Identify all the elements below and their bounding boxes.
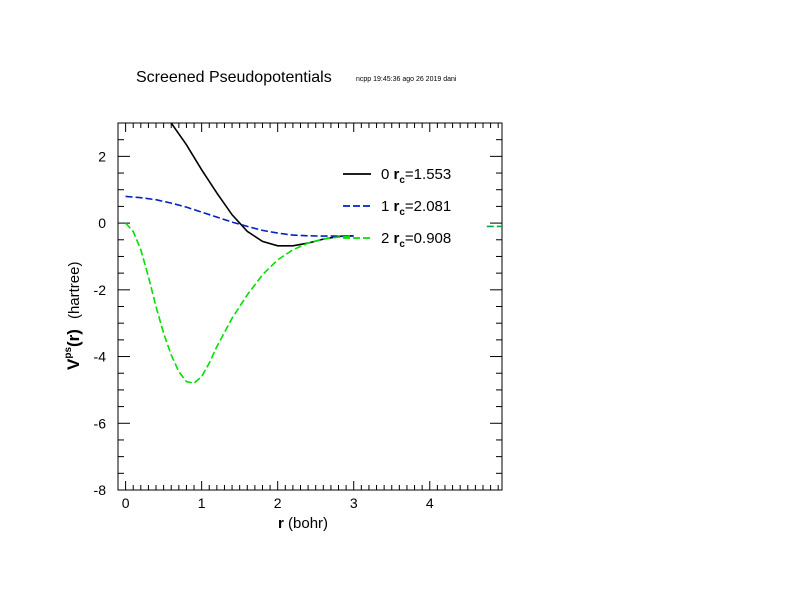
x-tick-label: 4 [426, 495, 434, 511]
y-axis: -8 -6 -4 -2 0 2 [94, 122, 502, 498]
chart-subtitle: ncpp 19:45:36 ago 26 2019 dani [356, 76, 457, 83]
x-axis: 0 1 2 3 4 [117, 123, 499, 511]
legend: 0 rc=1.553 1 rc=2.081 2 rc=0.908 [343, 166, 451, 250]
y-axis-label-base: V [64, 358, 83, 370]
y-tick-label: -8 [94, 482, 107, 498]
legend-label-0: 0 rc=1.553 [381, 166, 451, 186]
x-axis-label-var: r [278, 515, 284, 532]
x-tick-label: 3 [350, 495, 358, 511]
y-axis-label-unit: (hartree) [66, 262, 83, 320]
series-line-1 [125, 195, 354, 237]
chart-title: Screened Pseudopotentials [136, 69, 332, 86]
x-tick-label: 0 [122, 495, 130, 511]
legend-label-2: 2 rc=0.908 [381, 230, 451, 250]
y-tick-label: 2 [98, 148, 106, 164]
x-tick-label: 2 [274, 495, 282, 511]
y-tick-label: -4 [94, 349, 107, 365]
x-tick-label: 1 [198, 495, 206, 511]
series-line-2 [125, 222, 354, 385]
y-axis-label: Vps(r) (hartree) [63, 262, 83, 371]
series-line-0 [170, 123, 354, 247]
y-axis-label-sup: ps [63, 347, 74, 359]
legend-label-1: 1 rc=2.081 [381, 198, 451, 218]
x-axis-label-unit: (bohr) [284, 515, 328, 532]
y-axis-label-arg: (r) [64, 329, 83, 347]
series-layer [125, 123, 502, 385]
y-tick-label: -6 [94, 415, 107, 431]
y-tick-label: -2 [94, 282, 107, 298]
y-tick-label: 0 [98, 215, 106, 231]
x-axis-label: r (bohr) [278, 515, 328, 532]
